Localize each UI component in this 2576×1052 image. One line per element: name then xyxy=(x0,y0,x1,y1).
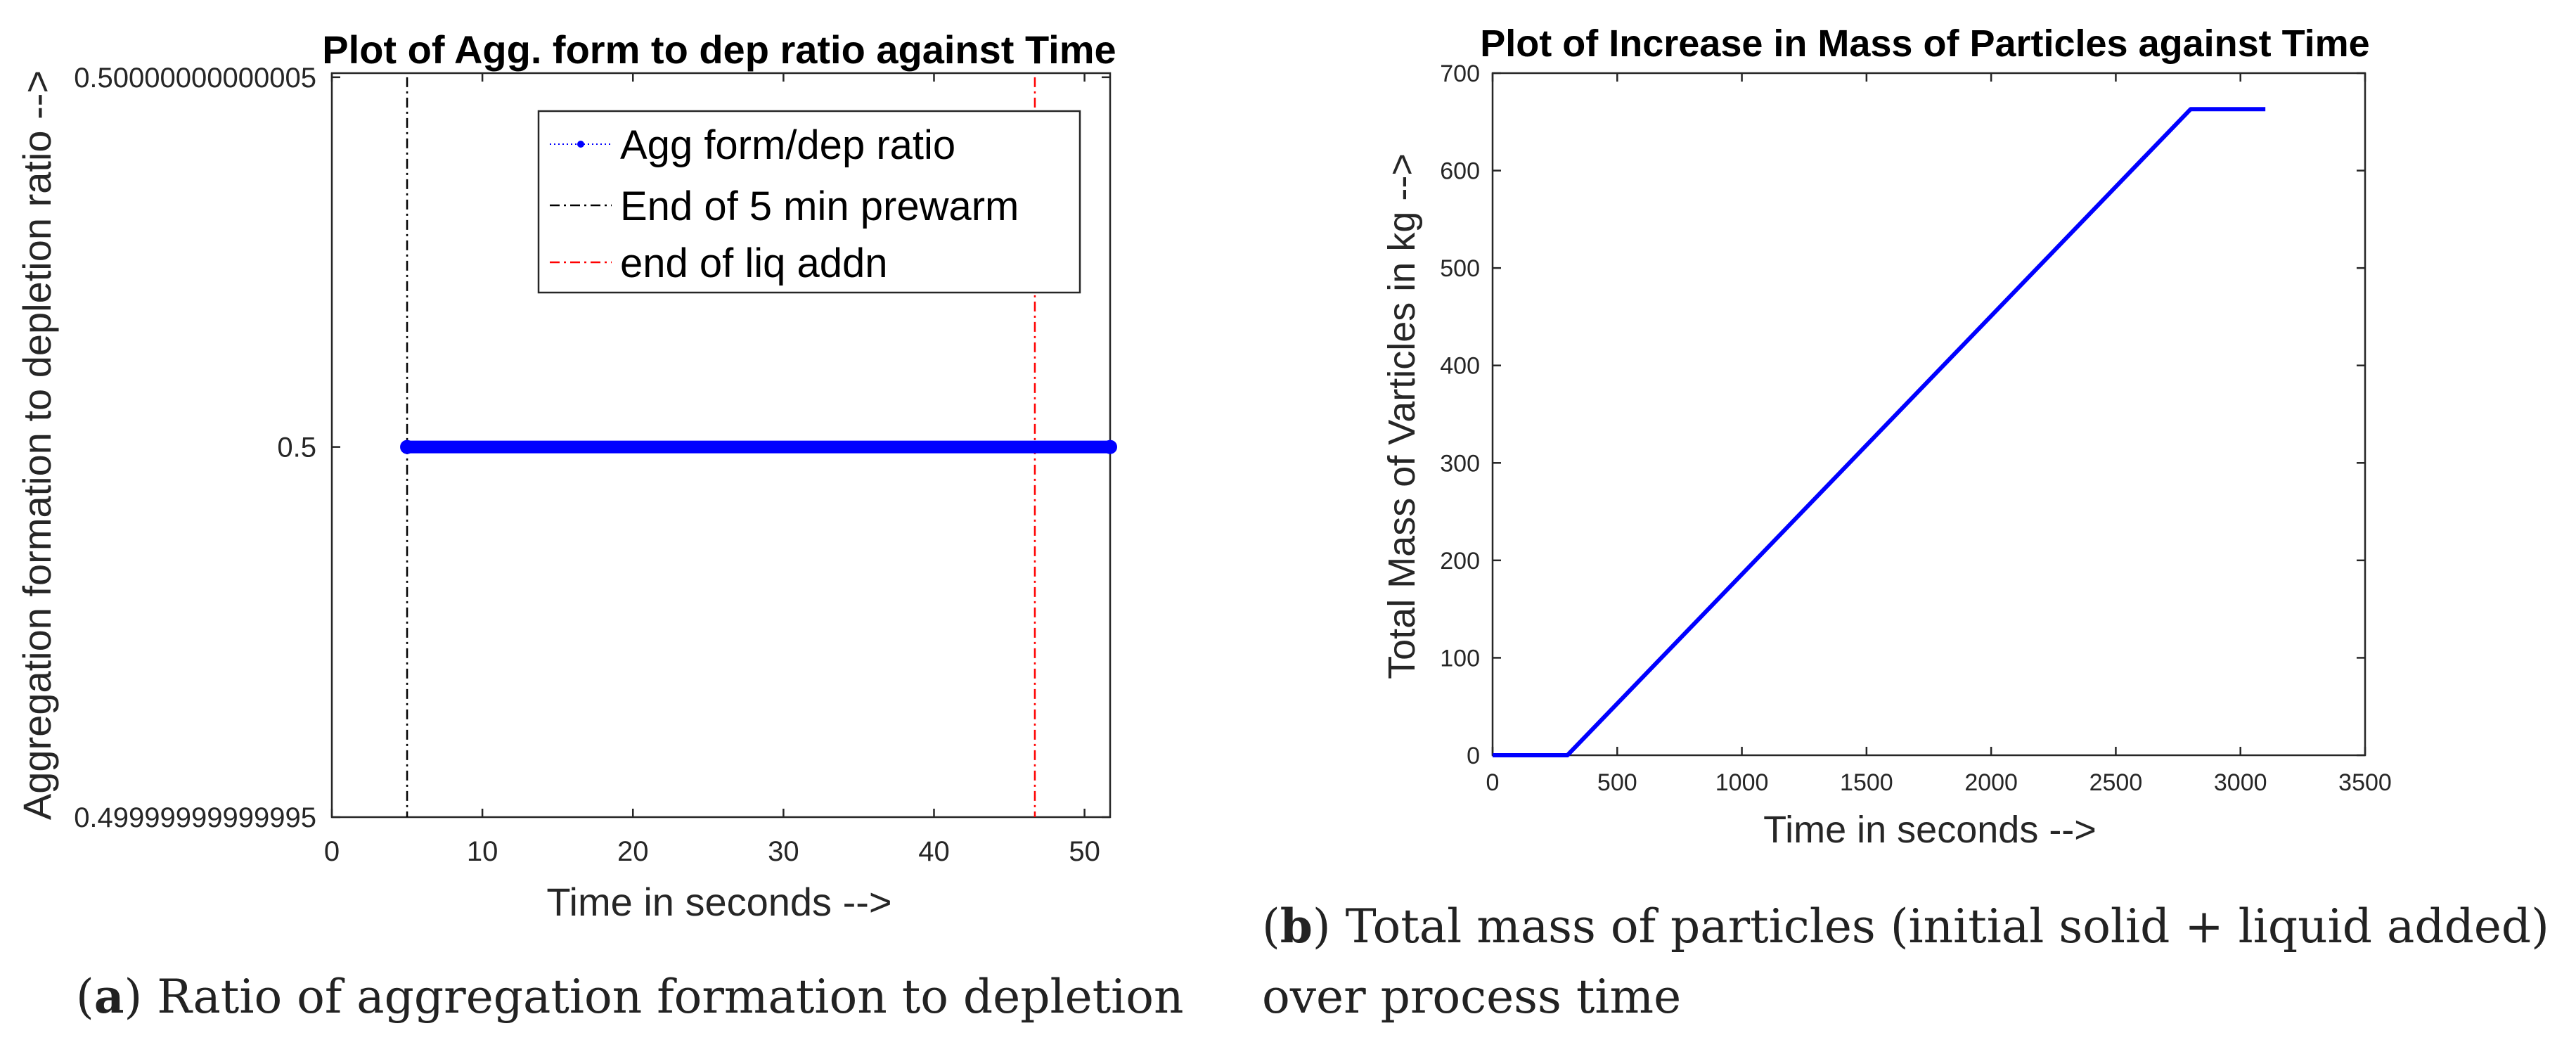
x-tick-label: 20 xyxy=(617,836,649,867)
x-tick-label: 0 xyxy=(1486,769,1500,796)
x-tick-label: 2000 xyxy=(1964,769,2018,796)
x-tick-label: 500 xyxy=(1597,769,1637,796)
caption-b-label: b xyxy=(1280,899,1313,954)
series-total-mass xyxy=(1493,107,2266,757)
chart-a: Plot of Agg. form to dep ratio against T… xyxy=(15,27,1117,924)
x-tick-label: 0 xyxy=(324,836,340,867)
chart-b-ticks: 0 500 1000 1500 2000 2500 3000 3500 0 100 200 300 40… xyxy=(1440,60,2392,796)
x-tick-label: 3000 xyxy=(2214,769,2267,796)
y-tick-label: 400 xyxy=(1440,353,1480,380)
y-tick-label: 0.49999999999995 xyxy=(74,802,316,833)
chart-a-title: Plot of Agg. form to dep ratio against T… xyxy=(322,27,1116,72)
y-tick-label: 0 xyxy=(1467,743,1480,769)
chart-b-plot-area xyxy=(1491,72,2366,757)
chart-b: Plot of Increase in Mass of Particles ag… xyxy=(1381,23,2392,851)
legend-label-agg-ratio: Agg form/dep ratio xyxy=(620,122,955,168)
legend-box xyxy=(537,110,1081,294)
y-tick-label: 300 xyxy=(1440,450,1480,477)
chart-a-legend: Agg form/dep ratio End of 5 min prewarm … xyxy=(537,110,1081,294)
caption-b-line-2: over process time xyxy=(1262,970,1681,1024)
caption-b-text-1: Total mass of particles (initial solid +… xyxy=(1346,899,2549,954)
caption-b-line-1: (b) Total mass of particles (initial sol… xyxy=(1262,899,2549,954)
x-tick-label: 30 xyxy=(768,836,799,867)
caption-a-text: Ratio of aggregation formation to deplet… xyxy=(157,970,1183,1024)
chart-a-ylabel: Aggregation formation to depletion ratio… xyxy=(15,70,59,820)
y-tick-label: 500 xyxy=(1440,255,1480,282)
x-tick-label: 3500 xyxy=(2338,769,2392,796)
chart-a-data xyxy=(400,77,1117,817)
y-tick-label: 100 xyxy=(1440,645,1480,672)
x-tick-label: 1500 xyxy=(1840,769,1893,796)
chart-b-ylabel: Total Mass of Varticles in kg --> xyxy=(1381,153,1423,679)
y-tick-label: 600 xyxy=(1440,158,1480,185)
legend-label-prewarm: End of 5 min prewarm xyxy=(620,184,1019,229)
chart-b-title: Plot of Increase in Mass of Particles ag… xyxy=(1480,23,2369,65)
x-tick-label: 2500 xyxy=(2089,769,2143,796)
chart-b-data xyxy=(1493,107,2266,757)
y-tick-label: 200 xyxy=(1440,548,1480,575)
caption-a-label: a xyxy=(94,969,124,1024)
series-end-marker xyxy=(1103,440,1117,454)
caption-a: (a) Ratio of aggregation formation to de… xyxy=(76,969,1184,1024)
y-tick-label: 700 xyxy=(1440,60,1480,87)
legend-label-liq-addn: end of liq addn xyxy=(620,240,888,286)
chart-a-ticks: 0 10 20 30 40 50 0.49999999999995 0.5 0.50000000… xyxy=(74,63,1110,867)
series-start-marker xyxy=(400,440,415,454)
legend-marker-agg-ratio xyxy=(577,141,584,148)
y-tick-label: 0.50000000000005 xyxy=(74,63,316,94)
x-tick-label: 10 xyxy=(467,836,498,867)
chart-a-xlabel: Time in seconds --> xyxy=(546,880,891,924)
y-tick-label: 0.5 xyxy=(277,432,316,463)
x-tick-label: 50 xyxy=(1069,836,1100,867)
x-tick-label: 40 xyxy=(918,836,950,867)
x-tick-label: 1000 xyxy=(1715,769,1769,796)
chart-b-xlabel: Time in seconds --> xyxy=(1763,809,2097,851)
